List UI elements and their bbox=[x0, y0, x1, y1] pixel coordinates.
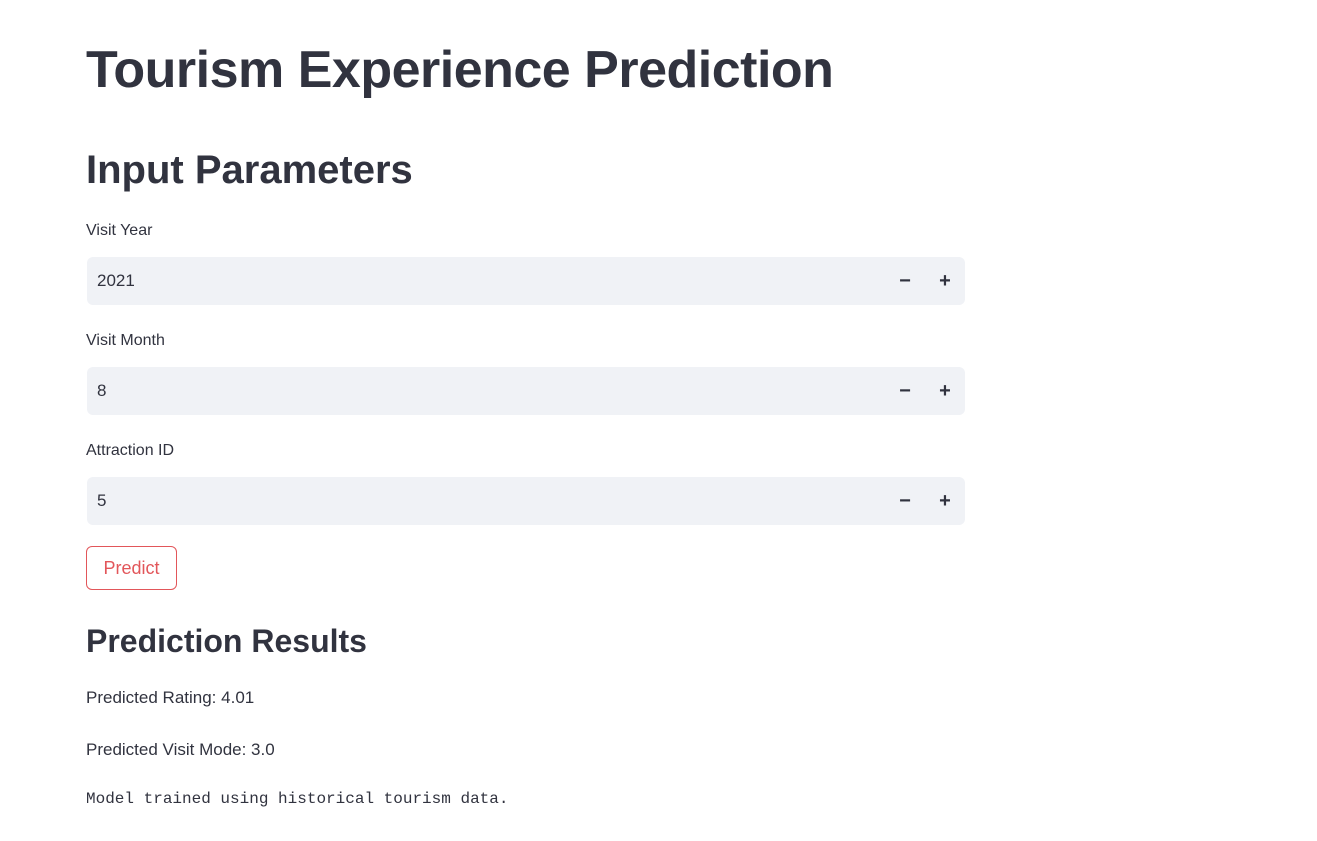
visit-month-field: − + bbox=[87, 367, 965, 415]
predicted-visit-mode-label: Predicted Visit Mode: bbox=[86, 740, 252, 759]
attraction-id-increment-button[interactable]: + bbox=[939, 490, 951, 512]
prediction-results-heading: Prediction Results bbox=[86, 623, 367, 659]
attraction-id-input[interactable] bbox=[97, 477, 857, 525]
predicted-rating-text: Predicted Rating: 4.01 bbox=[86, 686, 254, 710]
visit-month-decrement-button[interactable]: − bbox=[899, 380, 911, 402]
attraction-id-field: − + bbox=[87, 477, 965, 525]
model-note: Model trained using historical tourism d… bbox=[86, 790, 509, 808]
predicted-visit-mode-value: 3.0 bbox=[251, 740, 275, 759]
visit-year-decrement-button[interactable]: − bbox=[899, 270, 911, 292]
attraction-id-label: Attraction ID bbox=[86, 442, 175, 459]
visit-month-increment-button[interactable]: + bbox=[939, 380, 951, 402]
predicted-rating-label: Predicted Rating: bbox=[86, 688, 222, 707]
visit-year-input[interactable] bbox=[97, 257, 857, 305]
predicted-visit-mode-text: Predicted Visit Mode: 3.0 bbox=[86, 738, 275, 762]
input-parameters-heading: Input Parameters bbox=[86, 148, 413, 192]
visit-year-increment-button[interactable]: + bbox=[939, 270, 951, 292]
visit-year-field: − + bbox=[87, 257, 965, 305]
visit-year-label: Visit Year bbox=[86, 222, 153, 239]
predict-button[interactable]: Predict bbox=[86, 546, 177, 590]
attraction-id-decrement-button[interactable]: − bbox=[899, 490, 911, 512]
visit-month-label: Visit Month bbox=[86, 332, 165, 349]
page-title: Tourism Experience Prediction bbox=[86, 41, 834, 99]
predicted-rating-value: 4.01 bbox=[221, 688, 255, 707]
visit-month-input[interactable] bbox=[97, 367, 857, 415]
